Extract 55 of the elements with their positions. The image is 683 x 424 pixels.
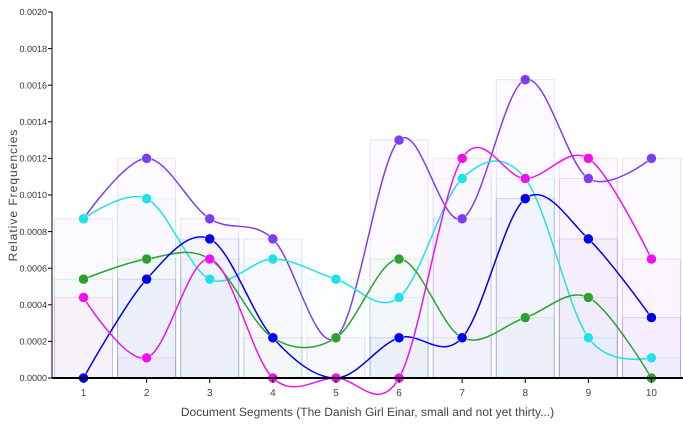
point bbox=[520, 74, 530, 85]
point bbox=[394, 292, 404, 303]
y-axis-title: Relative Frequencies bbox=[6, 128, 20, 262]
y-tick-label: 0.0014 bbox=[19, 116, 47, 127]
point bbox=[583, 332, 594, 343]
point bbox=[141, 193, 152, 204]
point bbox=[520, 193, 530, 204]
x-tick-label: 2 bbox=[144, 388, 150, 399]
point bbox=[268, 234, 278, 244]
y-tick-label: 0.0006 bbox=[19, 263, 47, 274]
point bbox=[456, 214, 468, 224]
point bbox=[141, 254, 152, 264]
point bbox=[78, 274, 89, 284]
point bbox=[520, 312, 530, 323]
y-tick-label: 0.0010 bbox=[19, 190, 47, 200]
point bbox=[583, 153, 594, 164]
point bbox=[141, 274, 152, 284]
x-tick-label: 10 bbox=[646, 388, 658, 399]
y-tick-label: 0.0020 bbox=[19, 7, 47, 18]
point bbox=[646, 254, 657, 264]
y-tick-label: 0.0016 bbox=[19, 80, 47, 90]
y-tick-label: 0.0000 bbox=[19, 373, 47, 384]
point bbox=[141, 352, 152, 364]
point bbox=[456, 153, 468, 164]
x-tick-label: 9 bbox=[586, 388, 592, 399]
y-tick-label: 0.0018 bbox=[19, 44, 47, 54]
point bbox=[394, 134, 404, 146]
point bbox=[456, 173, 468, 184]
x-tick-label: 8 bbox=[522, 388, 528, 399]
point bbox=[204, 234, 215, 244]
point bbox=[141, 153, 152, 164]
y-tick-label: 0.0012 bbox=[19, 154, 47, 164]
x-tick-label: 6 bbox=[396, 388, 402, 399]
x-tick-label: 5 bbox=[333, 388, 340, 399]
y-tick-label: 0.0004 bbox=[19, 300, 47, 310]
point bbox=[394, 254, 404, 264]
point bbox=[394, 332, 404, 343]
y-tick-label: 0.0008 bbox=[19, 226, 47, 237]
x-tick-label: 7 bbox=[459, 388, 466, 399]
x-tick-label: 4 bbox=[270, 388, 276, 399]
x-axis-title: Document Segments (The Danish Girl Einar, small and not yet thirty...) bbox=[180, 405, 554, 419]
point bbox=[646, 312, 657, 323]
point bbox=[204, 274, 215, 284]
point bbox=[330, 274, 342, 284]
point bbox=[583, 173, 594, 184]
point bbox=[583, 234, 594, 244]
point bbox=[583, 292, 594, 303]
point bbox=[268, 254, 278, 264]
x-tick-label: 1 bbox=[80, 388, 87, 399]
point bbox=[646, 352, 657, 364]
x-tick-label: 3 bbox=[206, 388, 213, 399]
point bbox=[204, 214, 215, 224]
point bbox=[646, 153, 657, 164]
point bbox=[78, 292, 89, 303]
y-tick-label: 0.0002 bbox=[19, 336, 47, 347]
